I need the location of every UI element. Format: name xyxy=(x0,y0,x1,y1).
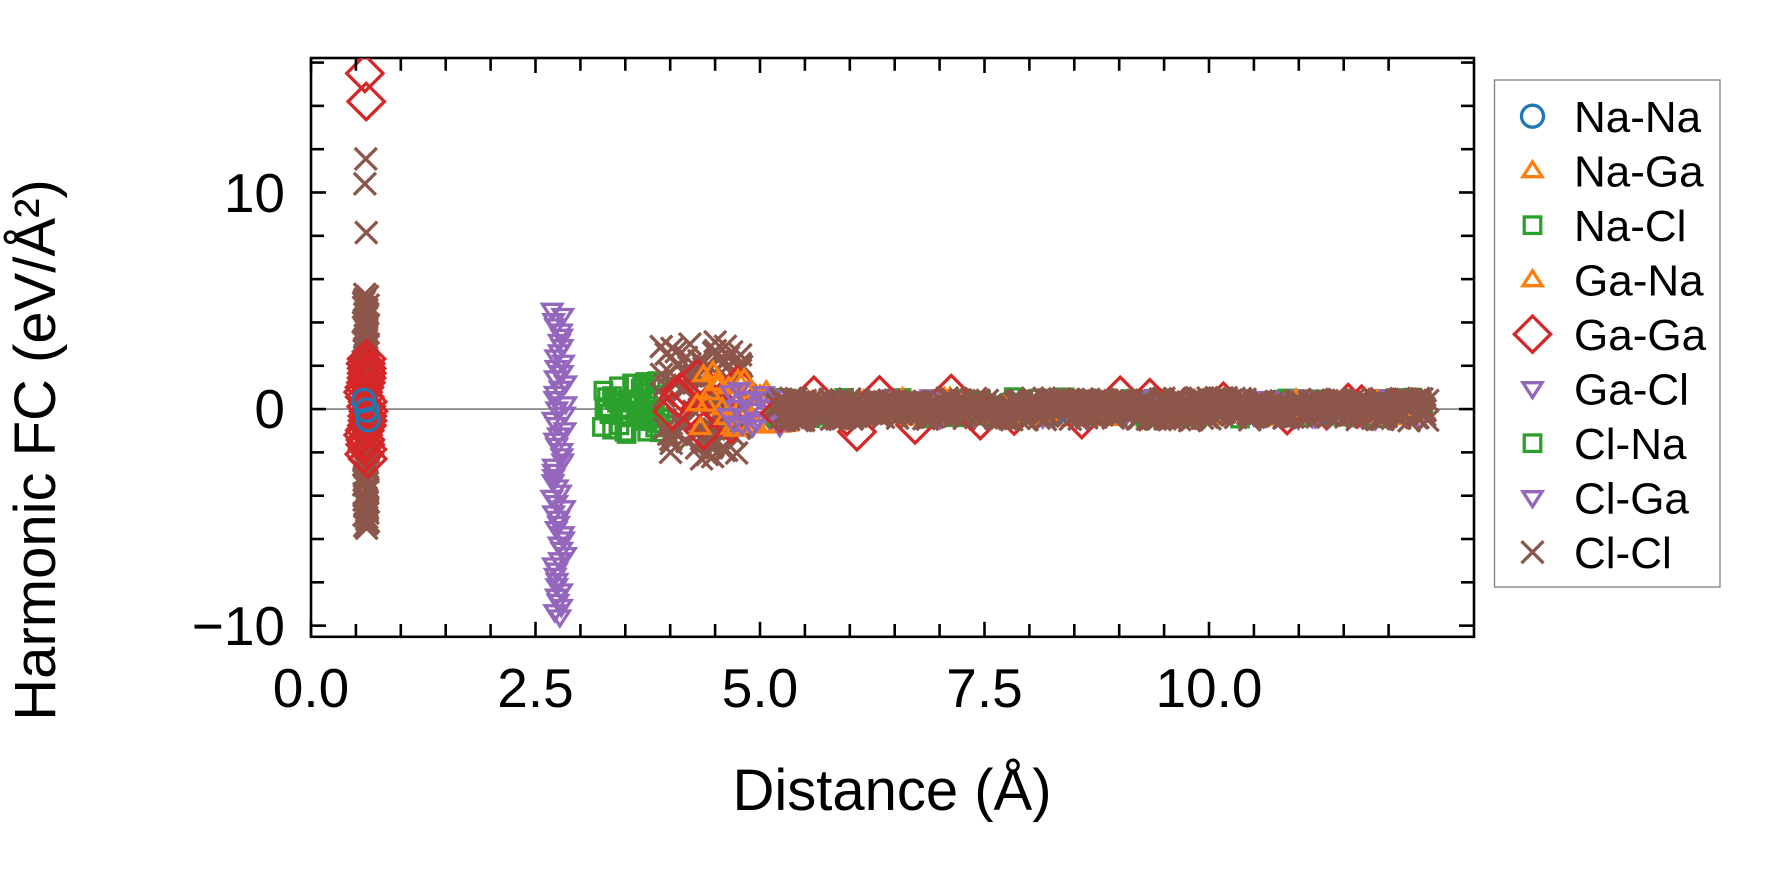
svg-text:Na-Cl: Na-Cl xyxy=(1574,202,1686,251)
svg-text:Na-Na: Na-Na xyxy=(1574,93,1702,142)
svg-text:Cl-Ga: Cl-Ga xyxy=(1574,475,1689,524)
svg-text:7.5: 7.5 xyxy=(946,657,1022,719)
svg-text:5.0: 5.0 xyxy=(722,657,798,719)
svg-text:2.5: 2.5 xyxy=(497,657,573,719)
svg-text:Ga-Ga: Ga-Ga xyxy=(1574,311,1707,360)
svg-text:−10: −10 xyxy=(192,595,285,657)
svg-text:0.0: 0.0 xyxy=(273,657,349,719)
svg-text:10.0: 10.0 xyxy=(1155,657,1262,719)
svg-text:Ga-Cl: Ga-Cl xyxy=(1574,366,1689,415)
svg-text:Cl-Na: Cl-Na xyxy=(1574,420,1687,469)
svg-text:Na-Ga: Na-Ga xyxy=(1574,148,1704,197)
svg-text:Harmonic FC (eV/Å²): Harmonic FC (eV/Å²) xyxy=(3,179,68,720)
svg-text:10: 10 xyxy=(224,162,285,224)
svg-text:0: 0 xyxy=(254,378,285,440)
svg-text:Ga-Na: Ga-Na xyxy=(1574,257,1704,306)
svg-text:Distance (Å): Distance (Å) xyxy=(732,758,1051,823)
svg-text:Cl-Cl: Cl-Cl xyxy=(1574,529,1672,578)
